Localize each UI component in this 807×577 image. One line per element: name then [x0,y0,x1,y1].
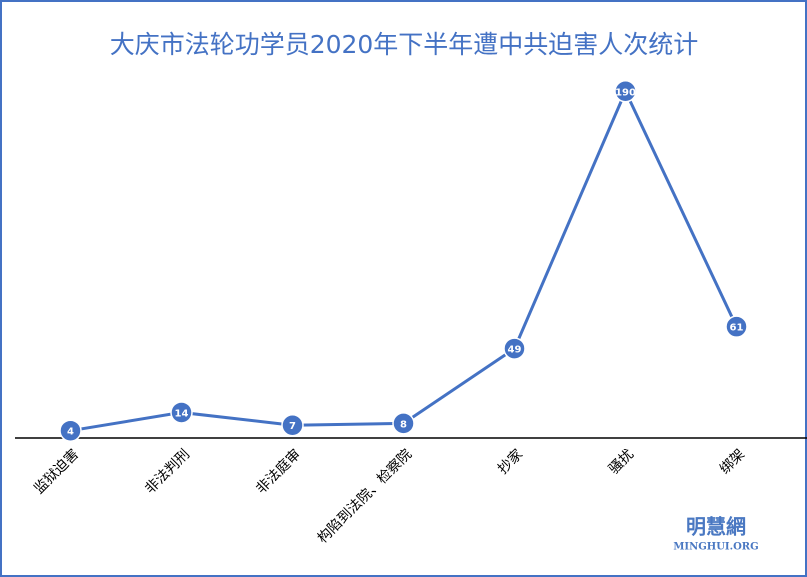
watermark-site: MINGHUI.ORG [673,542,758,553]
data-label: 190 [615,87,636,98]
marker [170,401,193,424]
marker [614,80,637,103]
data-label: 8 [400,419,407,430]
chart-title: 大庆市法轮功学员2020年下半年遭中共迫害人次统计 [110,30,699,59]
marker [392,412,415,435]
marker [59,419,82,442]
data-label: 7 [289,421,296,432]
marker [725,315,748,338]
marker [503,337,526,360]
data-label: 49 [508,345,522,356]
watermark-name: 明慧網 [686,515,746,539]
data-label: 61 [730,323,744,334]
marker [281,413,304,437]
data-label: 14 [175,408,189,419]
data-label: 4 [67,427,74,438]
